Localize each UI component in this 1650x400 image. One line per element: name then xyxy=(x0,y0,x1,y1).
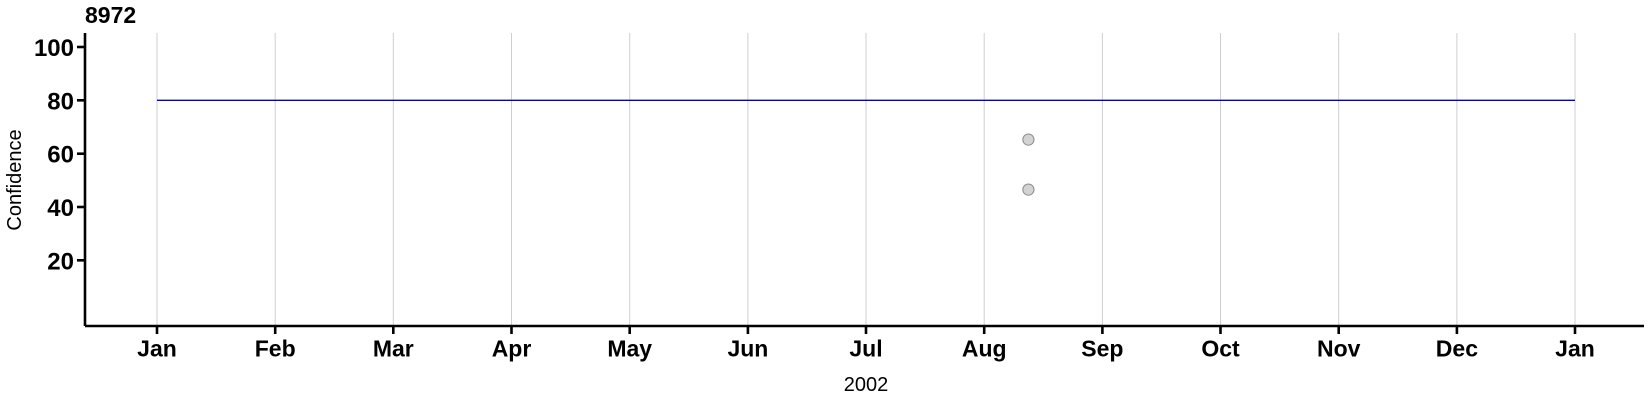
svg-text:80: 80 xyxy=(47,88,74,115)
svg-text:20: 20 xyxy=(47,248,74,275)
svg-text:Nov: Nov xyxy=(1317,336,1361,362)
svg-text:Jun: Jun xyxy=(727,336,768,362)
svg-text:Feb: Feb xyxy=(255,336,296,362)
svg-text:Mar: Mar xyxy=(373,336,414,362)
svg-text:Jul: Jul xyxy=(849,336,882,362)
svg-text:8972: 8972 xyxy=(85,2,136,28)
svg-text:Jan: Jan xyxy=(1555,336,1595,362)
svg-text:40: 40 xyxy=(47,195,74,222)
svg-text:Confidence: Confidence xyxy=(4,129,26,230)
svg-text:60: 60 xyxy=(47,142,74,169)
svg-text:Apr: Apr xyxy=(492,336,532,362)
svg-text:Sep: Sep xyxy=(1081,336,1123,362)
svg-text:Oct: Oct xyxy=(1201,336,1240,362)
svg-text:100: 100 xyxy=(34,35,74,62)
svg-text:Aug: Aug xyxy=(962,336,1007,362)
svg-text:2002: 2002 xyxy=(844,374,889,396)
svg-text:May: May xyxy=(607,336,652,362)
svg-text:Jan: Jan xyxy=(137,336,177,362)
svg-text:Dec: Dec xyxy=(1436,336,1478,362)
